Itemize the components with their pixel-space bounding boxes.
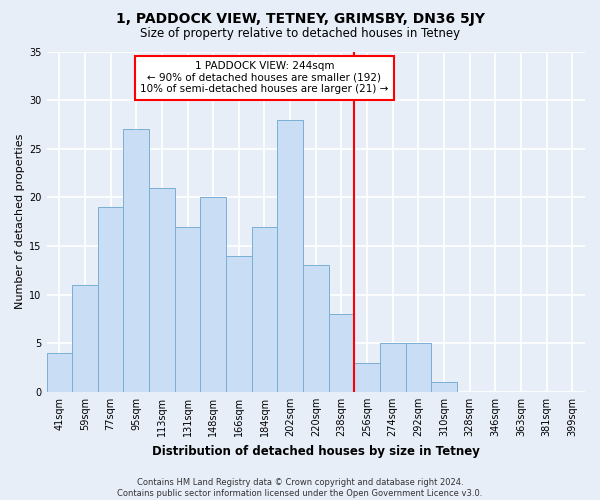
- Bar: [431, 382, 457, 392]
- Bar: [175, 226, 200, 392]
- Bar: [226, 256, 251, 392]
- Bar: [98, 207, 124, 392]
- Bar: [277, 120, 303, 392]
- Y-axis label: Number of detached properties: Number of detached properties: [15, 134, 25, 310]
- Bar: [303, 266, 329, 392]
- Bar: [406, 344, 431, 392]
- Bar: [380, 344, 406, 392]
- Text: Size of property relative to detached houses in Tetney: Size of property relative to detached ho…: [140, 28, 460, 40]
- Bar: [200, 198, 226, 392]
- Bar: [149, 188, 175, 392]
- Bar: [47, 353, 72, 392]
- Bar: [354, 363, 380, 392]
- Bar: [72, 285, 98, 392]
- Text: 1, PADDOCK VIEW, TETNEY, GRIMSBY, DN36 5JY: 1, PADDOCK VIEW, TETNEY, GRIMSBY, DN36 5…: [115, 12, 485, 26]
- Text: Contains HM Land Registry data © Crown copyright and database right 2024.
Contai: Contains HM Land Registry data © Crown c…: [118, 478, 482, 498]
- Bar: [124, 130, 149, 392]
- X-axis label: Distribution of detached houses by size in Tetney: Distribution of detached houses by size …: [152, 444, 480, 458]
- Text: 1 PADDOCK VIEW: 244sqm
← 90% of detached houses are smaller (192)
10% of semi-de: 1 PADDOCK VIEW: 244sqm ← 90% of detached…: [140, 61, 389, 94]
- Bar: [329, 314, 354, 392]
- Bar: [251, 226, 277, 392]
